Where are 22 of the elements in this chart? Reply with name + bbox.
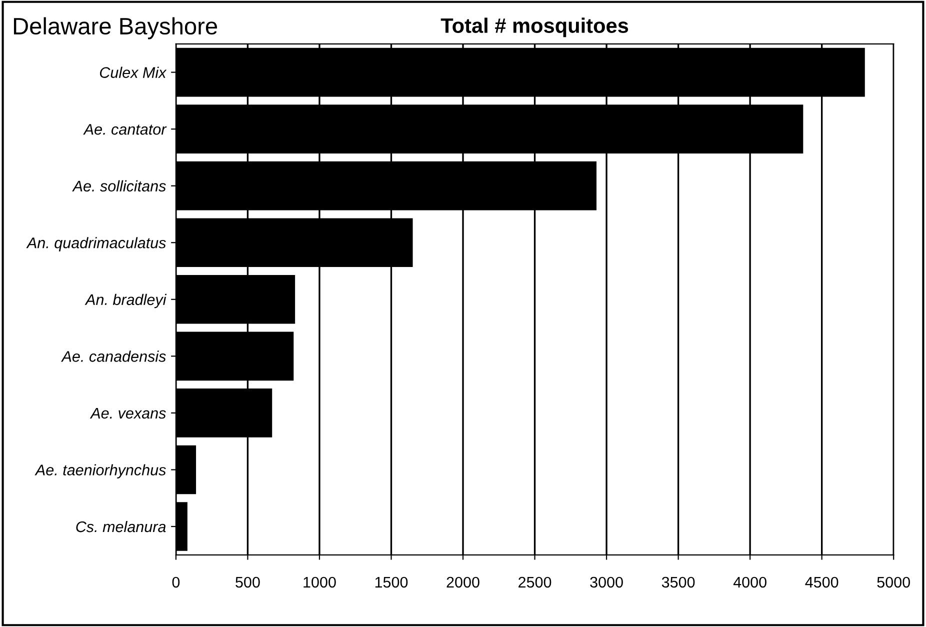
x-tick-label: 3500 <box>662 576 695 588</box>
x-tick-label: 2000 <box>446 576 480 588</box>
x-tick-label: 1500 <box>375 576 408 588</box>
y-tick-label: Ae. canadensis <box>61 350 166 362</box>
chart-title: Total # mosquitoes <box>440 18 628 38</box>
y-tick-label: Ae. taeniorhynchus <box>34 464 166 478</box>
x-tick-label: 5000 <box>877 576 910 588</box>
x-tick-label: 500 <box>236 576 260 588</box>
x-tick-label: 0 <box>172 576 180 588</box>
x-tick-label: 1000 <box>304 576 336 588</box>
y-tick-label: An. bradleyi <box>84 294 167 308</box>
y-tick-label: Ae. sollicitans <box>72 180 166 192</box>
x-tick-label: 4500 <box>805 576 838 588</box>
y-tick-label: Cs. melanura <box>76 520 166 532</box>
y-tick-label: Culex Mix <box>100 66 167 78</box>
text: Delaware Bayshore <box>14 17 218 40</box>
x-tick-label: 3000 <box>590 576 623 588</box>
x-tick-label: 4000 <box>733 576 766 588</box>
y-tick-label: Ae. cantator <box>83 124 167 135</box>
x-tick-label: 2500 <box>518 576 552 588</box>
y-tick-label: An. quadrimaculatus <box>26 237 166 252</box>
y-tick-label: Ae. vexans <box>90 408 166 419</box>
